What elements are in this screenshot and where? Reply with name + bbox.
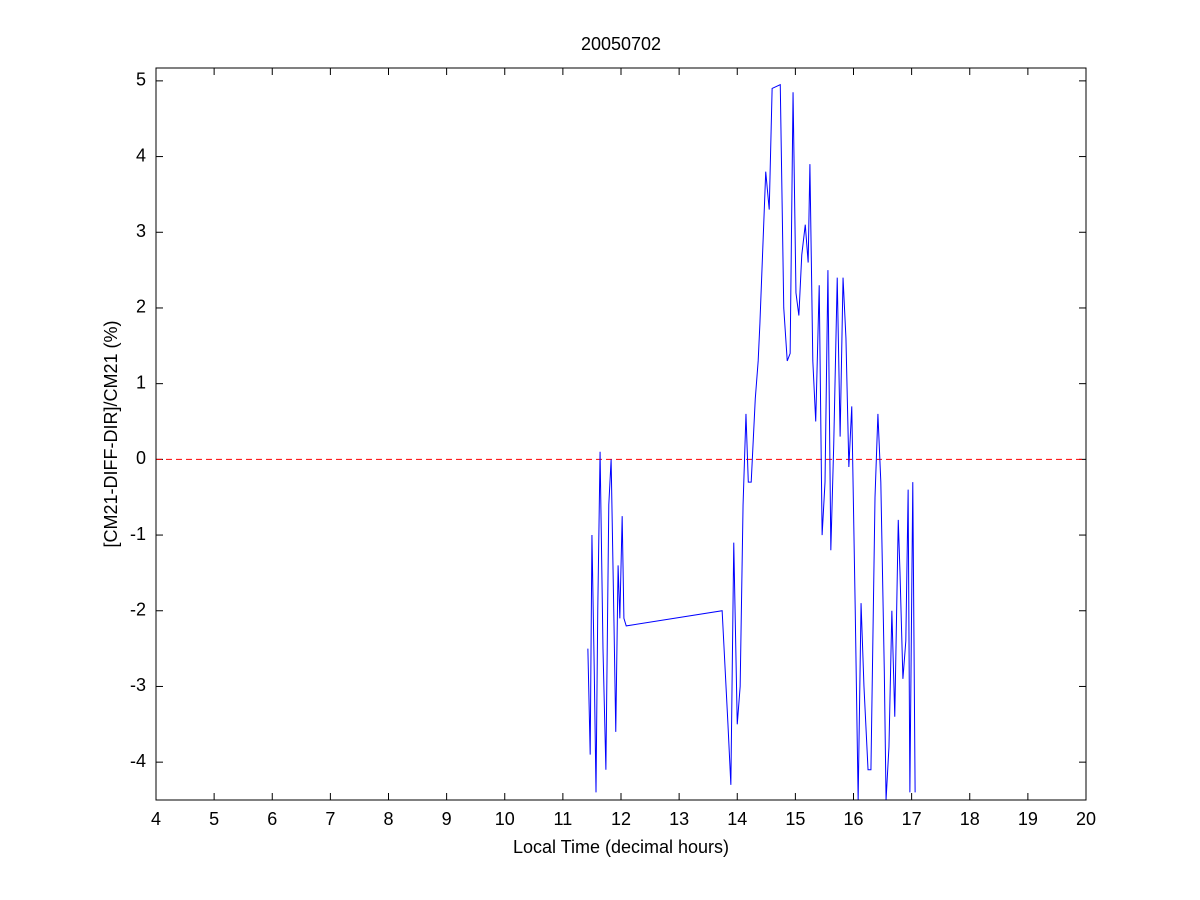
x-tick-label: 12 — [611, 809, 631, 829]
x-tick-label: 16 — [843, 809, 863, 829]
x-tick-label: 9 — [442, 809, 452, 829]
y-tick-label: -3 — [130, 675, 146, 695]
x-axis-label: Local Time (decimal hours) — [513, 837, 729, 857]
x-tick-label: 19 — [1018, 809, 1038, 829]
x-tick-label: 8 — [383, 809, 393, 829]
x-tick-label: 10 — [495, 809, 515, 829]
y-tick-label: -2 — [130, 600, 146, 620]
y-tick-label: 5 — [136, 70, 146, 90]
y-tick-label: 3 — [136, 221, 146, 241]
y-tick-label: -4 — [130, 751, 146, 771]
x-tick-label: 5 — [209, 809, 219, 829]
x-tick-label: 4 — [151, 809, 161, 829]
plot-frame — [155, 67, 1087, 801]
x-tick-label: 14 — [727, 809, 747, 829]
y-tick-label: 4 — [136, 145, 146, 165]
y-tick-label: 2 — [136, 297, 146, 317]
x-tick-label: 20 — [1076, 809, 1096, 829]
x-tick-label: 6 — [267, 809, 277, 829]
x-tick-label: 11 — [554, 809, 573, 829]
y-tick-label: 0 — [136, 448, 146, 468]
x-tick-label: 15 — [785, 809, 805, 829]
data-line — [587, 83, 916, 800]
x-tick-label: 18 — [960, 809, 980, 829]
y-axis-label: [CM21-DIFF-DIR]/CM21 (%) — [101, 320, 121, 547]
x-tick-label: 7 — [325, 809, 335, 829]
y-tick-label: 1 — [136, 372, 146, 392]
x-tick-label: 13 — [669, 809, 689, 829]
y-tick-label: -1 — [130, 524, 146, 544]
x-tick-label: 17 — [902, 809, 922, 829]
chart-title: 20050702 — [581, 34, 661, 54]
